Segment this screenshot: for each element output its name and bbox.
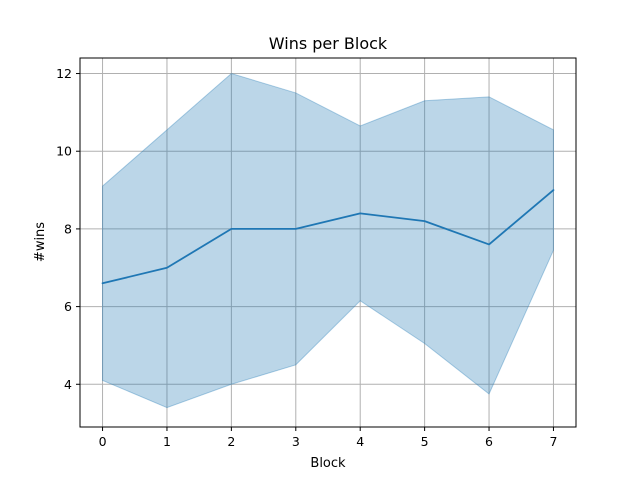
y-tick-label-0: 4: [64, 377, 72, 392]
series-line-group: [101, 189, 555, 285]
x-tick-label-4: 4: [356, 434, 364, 449]
x-tick-label-2: 2: [227, 434, 235, 449]
confidence-band-0: [102, 72, 554, 409]
x-axis-label: Block: [310, 456, 346, 471]
grid: [80, 58, 576, 427]
x-tick-label-1: 1: [163, 434, 171, 449]
y-tick-label-4: 12: [56, 66, 72, 81]
y-tick-label-2: 8: [64, 221, 72, 236]
confidence-band-group: [102, 72, 554, 409]
y-tick-label-3: 10: [56, 144, 72, 159]
x-tick-label-0: 0: [99, 434, 107, 449]
x-tick-label-3: 3: [292, 434, 300, 449]
x-tick-label-7: 7: [549, 434, 557, 449]
y-tick-label-1: 6: [64, 299, 72, 314]
x-tick-label-6: 6: [485, 434, 493, 449]
plot-frame: [79, 57, 577, 428]
x-tick-label-5: 5: [421, 434, 429, 449]
y-axis-label: #wins: [33, 222, 48, 262]
series-line-0: [101, 189, 555, 285]
chart-title: Wins per Block: [269, 34, 388, 53]
